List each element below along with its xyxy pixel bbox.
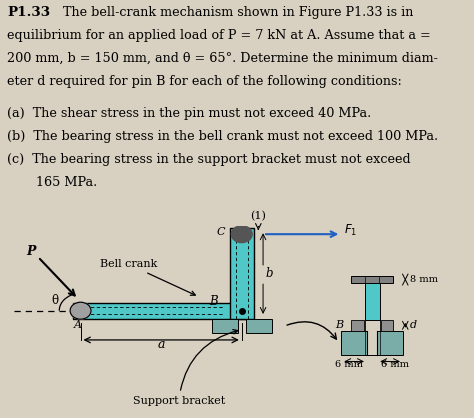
Bar <box>351 320 364 331</box>
Text: B: B <box>210 295 218 308</box>
Bar <box>73 303 246 319</box>
Bar <box>230 228 254 319</box>
Circle shape <box>231 226 252 242</box>
Bar <box>212 319 238 334</box>
Bar <box>341 331 403 354</box>
Text: θ: θ <box>51 294 58 307</box>
Bar <box>367 331 377 354</box>
Text: P: P <box>26 245 36 258</box>
Text: (a)  The shear stress in the pin must not exceed 40 MPa.: (a) The shear stress in the pin must not… <box>7 107 371 120</box>
Text: eter d required for pin B for each of the following conditions:: eter d required for pin B for each of th… <box>7 75 402 88</box>
Text: 6 mm: 6 mm <box>381 360 409 369</box>
Text: Support bracket: Support bracket <box>133 329 237 406</box>
Bar <box>351 276 393 283</box>
Text: C: C <box>217 227 225 237</box>
Bar <box>246 319 272 334</box>
Text: 8 mm: 8 mm <box>410 275 438 284</box>
Text: B: B <box>336 320 344 330</box>
Text: (1): (1) <box>250 211 266 221</box>
Text: 165 MPa.: 165 MPa. <box>36 176 97 189</box>
Text: (b)  The bearing stress in the bell crank must not exceed 100 MPa.: (b) The bearing stress in the bell crank… <box>7 130 438 143</box>
Text: 6 mm: 6 mm <box>335 360 364 369</box>
Text: equilibrium for an applied load of P = 7 kN at A. Assume that a =: equilibrium for an applied load of P = 7… <box>7 29 431 42</box>
Text: P1.33: P1.33 <box>7 6 50 19</box>
Text: b: b <box>265 267 273 280</box>
Text: a: a <box>157 339 165 352</box>
Text: 200 mm, b = 150 mm, and θ = 65°. Determine the minimum diam-: 200 mm, b = 150 mm, and θ = 65°. Determi… <box>7 52 438 65</box>
Text: A: A <box>74 321 82 330</box>
Text: The bell-crank mechanism shown in Figure P1.33 is in: The bell-crank mechanism shown in Figure… <box>55 6 413 19</box>
Text: $F_1$: $F_1$ <box>344 223 357 238</box>
Text: d: d <box>410 320 417 330</box>
Bar <box>381 320 393 331</box>
Text: Bell crank: Bell crank <box>100 259 195 295</box>
Bar <box>365 283 380 320</box>
Circle shape <box>70 302 91 319</box>
Text: (c)  The bearing stress in the support bracket must not exceed: (c) The bearing stress in the support br… <box>7 153 411 166</box>
